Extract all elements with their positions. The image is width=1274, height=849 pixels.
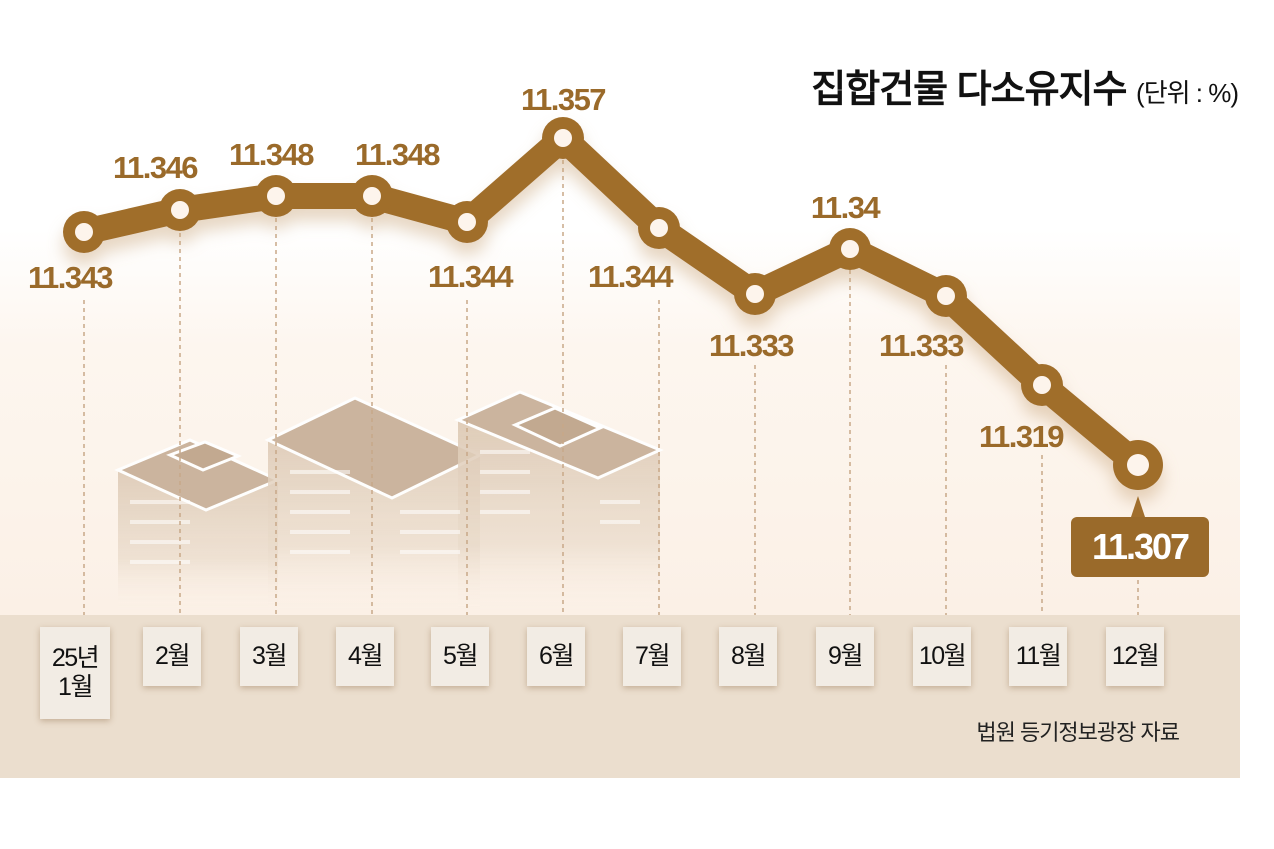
value-label-jun: 11.357	[520, 82, 607, 117]
chart-title-main: 집합건물 다소유지수	[811, 69, 1127, 111]
month-tile-feb: 2월	[143, 627, 201, 686]
month-tile-dec: 12월	[1106, 627, 1164, 686]
marker-centers	[75, 129, 1149, 476]
source-note: 법원 등기정보광장 자료	[976, 720, 1180, 745]
month-tile-nov: 11월	[1009, 627, 1067, 686]
month-tile-apr: 4월	[336, 627, 394, 686]
month-tile-jan-month: 1월	[58, 673, 93, 701]
buildings-illustration	[114, 390, 664, 610]
month-tile-may: 5월	[431, 627, 489, 686]
value-label-feb: 11.346	[112, 150, 199, 185]
month-tile-jun: 6월	[527, 627, 585, 686]
chart-title: 집합건물 다소유지수 (단위 : %)	[811, 58, 1239, 113]
month-tile-jan: 25년 1월	[40, 627, 110, 719]
value-label-jul: 11.344	[587, 259, 674, 294]
month-tile-jul: 7월	[623, 627, 681, 686]
month-tile-oct: 10월	[913, 627, 971, 686]
month-tile-jan-year: 25년	[51, 644, 100, 673]
value-label-oct: 11.333	[878, 328, 965, 363]
value-label-mar: 11.348	[228, 137, 315, 172]
final-pointer	[1131, 496, 1145, 517]
value-label-may: 11.344	[427, 259, 514, 294]
final-value-box: 11.307	[1071, 517, 1209, 577]
value-label-aug: 11.333	[708, 328, 795, 363]
month-tile-mar: 3월	[240, 627, 298, 686]
value-label-sep: 11.34	[810, 190, 881, 225]
value-label-apr: 11.348	[354, 137, 441, 172]
chart-unit: (단위 : %)	[1136, 78, 1239, 108]
guide-lines	[83, 160, 1139, 615]
month-tile-aug: 8월	[719, 627, 777, 686]
value-label-nov: 11.319	[978, 419, 1065, 454]
value-label-jan: 11.343	[27, 260, 114, 295]
month-tile-sep: 9월	[816, 627, 874, 686]
